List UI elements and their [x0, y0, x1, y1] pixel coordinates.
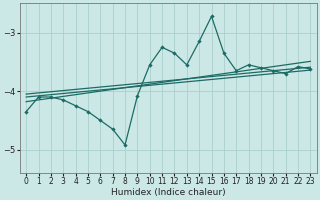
X-axis label: Humidex (Indice chaleur): Humidex (Indice chaleur) [111, 188, 226, 197]
